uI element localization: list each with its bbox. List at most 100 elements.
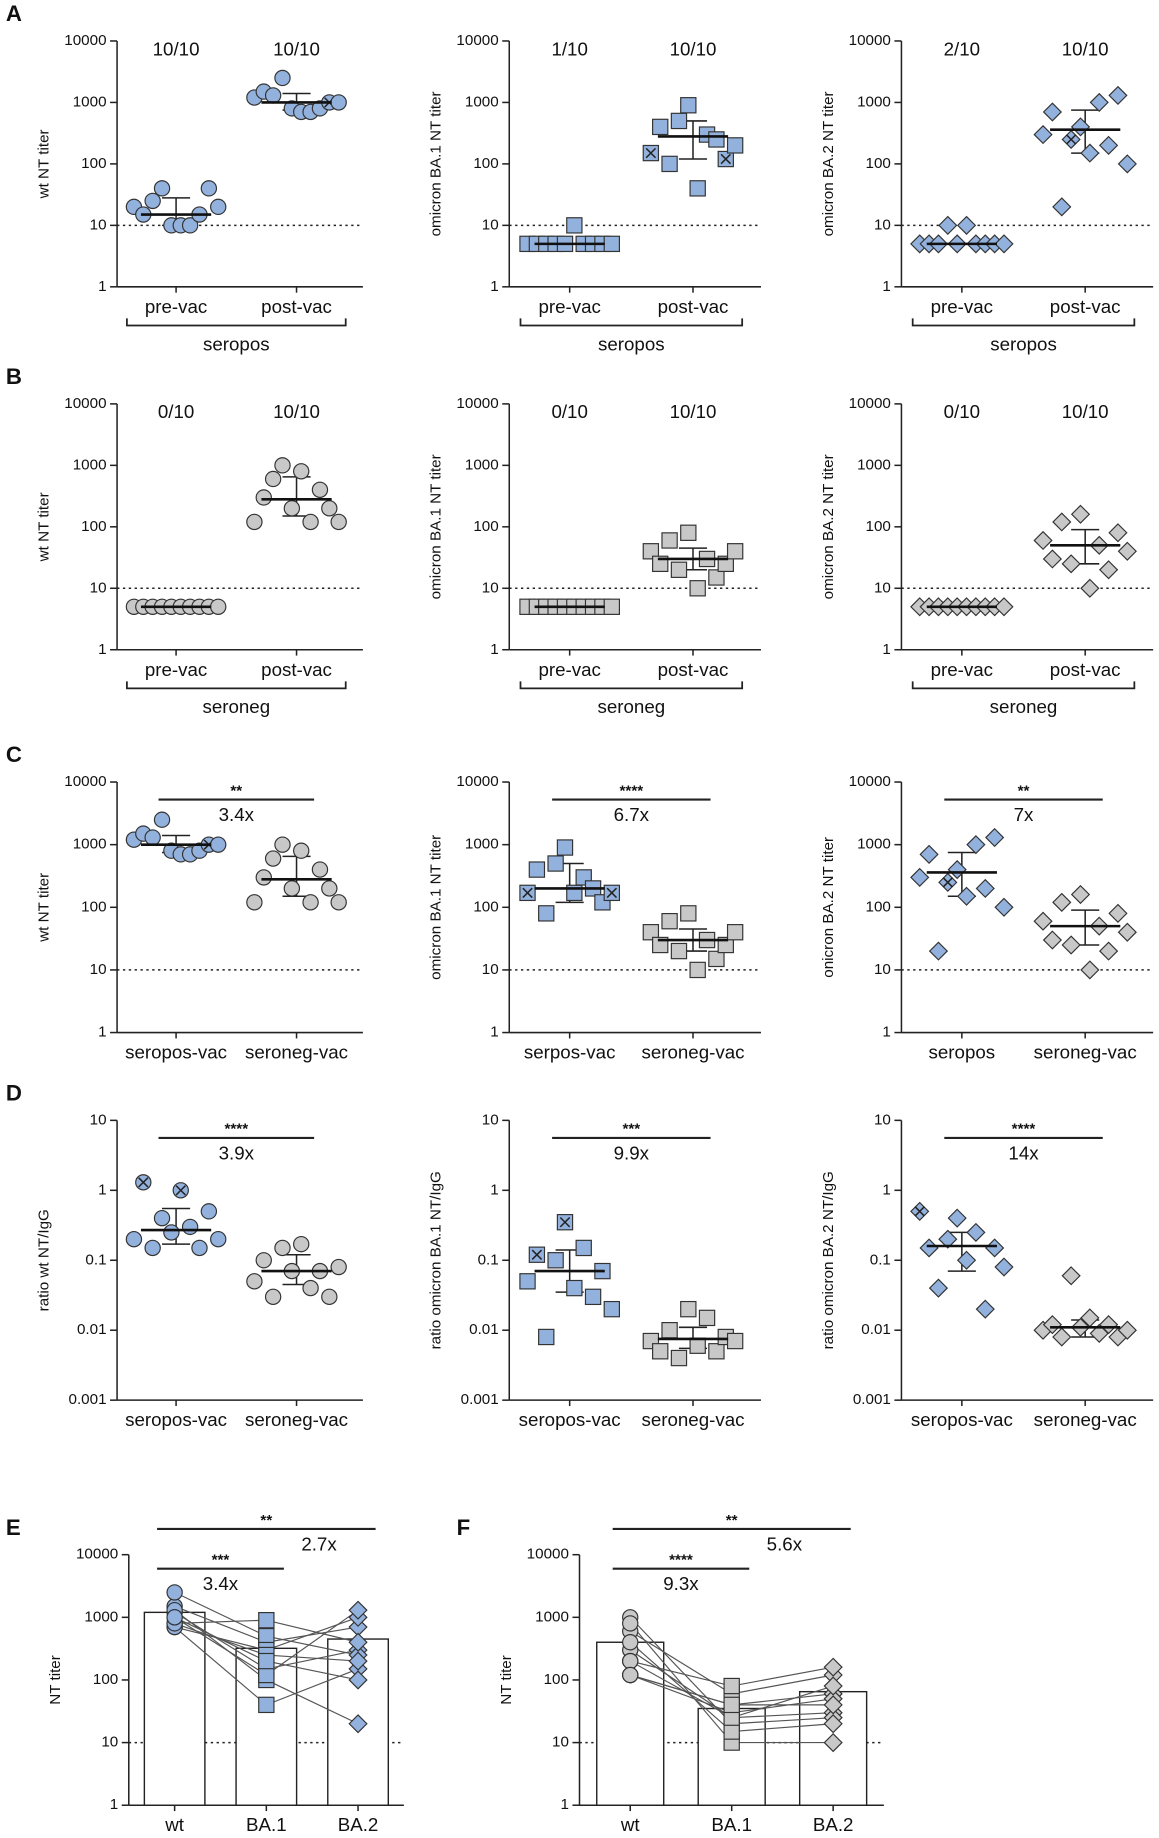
point	[938, 215, 958, 235]
point	[823, 1714, 843, 1734]
significance-stars: ****	[669, 1552, 693, 1569]
point	[994, 234, 1014, 254]
point	[311, 861, 329, 878]
point	[538, 905, 555, 922]
cross	[1065, 134, 1077, 145]
group-bracket	[126, 681, 347, 690]
point	[191, 1239, 208, 1257]
x-tick-label: pre-vac	[931, 659, 993, 680]
group-label: seroneg	[990, 696, 1058, 717]
point	[283, 880, 301, 897]
panel-label: F	[457, 1515, 471, 1540]
point	[726, 924, 744, 941]
point	[928, 1278, 949, 1298]
y-tick-label: 1	[882, 278, 890, 295]
y-tick-label: 10	[90, 579, 107, 596]
y-tick-label: 10	[482, 216, 499, 233]
point	[274, 457, 291, 474]
y-tick-label: 1000	[73, 836, 107, 853]
point	[966, 1222, 986, 1243]
count-label: 10/10	[153, 38, 200, 59]
point	[956, 886, 977, 906]
point	[1098, 941, 1119, 961]
point	[246, 1273, 263, 1290]
point	[947, 1208, 967, 1228]
fold-change: 3.9x	[219, 1142, 255, 1163]
x-tick-label: post-vac	[658, 296, 729, 317]
point	[1117, 1320, 1137, 1340]
count-label: 1/10	[551, 38, 587, 59]
point	[1052, 1327, 1072, 1347]
fold-change: 9.9x	[614, 1142, 650, 1163]
y-tick-label: 10000	[76, 1546, 118, 1563]
group-label: seropos	[598, 333, 665, 354]
point	[144, 192, 161, 210]
y-axis-label: wt NT titer	[36, 129, 53, 199]
y-axis-label: wt NT titer	[36, 873, 53, 943]
point	[680, 524, 697, 541]
point	[910, 867, 930, 888]
point	[293, 1235, 310, 1253]
y-tick-label: 0.1	[85, 1251, 106, 1268]
point	[661, 1322, 678, 1339]
y-tick-label: 1	[98, 278, 106, 295]
x-tick-label: BA.1	[246, 1814, 287, 1835]
count-label: 10/10	[670, 401, 717, 422]
y-tick-label: 1000	[857, 93, 891, 110]
point	[956, 215, 977, 235]
y-axis-label: wt NT titer	[36, 492, 53, 562]
point	[966, 835, 986, 855]
y-axis-label: ratio omicron BA.2 NT/IgG	[820, 1171, 837, 1349]
cross	[175, 1185, 186, 1196]
y-tick-label: 100	[473, 518, 498, 535]
cross	[522, 887, 533, 899]
y-tick-label: 10000	[456, 395, 498, 412]
y-tick-label: 10000	[64, 32, 106, 49]
point	[210, 836, 227, 853]
point	[330, 513, 347, 531]
point	[210, 598, 227, 615]
point	[1098, 135, 1119, 156]
x-tick-label: seropos-vac	[911, 1409, 1013, 1430]
point	[680, 905, 697, 922]
point	[1052, 892, 1072, 912]
group-label: seroneg	[598, 696, 666, 717]
point	[348, 1651, 368, 1671]
point	[274, 1239, 291, 1257]
y-tick-label: 100	[866, 155, 891, 172]
y-tick-label: 1000	[857, 836, 891, 853]
panel-label: A	[6, 1, 22, 26]
point	[293, 463, 310, 480]
x-tick-label: pre-vac	[931, 296, 993, 317]
point	[1052, 197, 1072, 217]
y-tick-label: 0.1	[478, 1251, 499, 1268]
point	[321, 880, 338, 897]
point	[264, 470, 282, 488]
point	[670, 1349, 688, 1367]
point	[584, 1288, 602, 1306]
point	[622, 1652, 639, 1670]
group-label: seroneg	[202, 696, 270, 717]
point	[1117, 154, 1137, 174]
point	[163, 1224, 180, 1241]
y-tick-label: 10000	[64, 395, 106, 412]
point	[823, 1676, 843, 1696]
point	[283, 500, 301, 517]
point	[566, 217, 583, 234]
point	[200, 1203, 218, 1220]
point	[670, 112, 688, 130]
y-tick-label: 10000	[527, 1546, 569, 1563]
point	[938, 1229, 958, 1249]
point	[919, 844, 939, 864]
y-tick-label: 10	[482, 1111, 499, 1128]
y-tick-label: 10	[482, 961, 499, 978]
y-tick-label: 1	[98, 1024, 106, 1041]
point	[1061, 554, 1081, 574]
y-tick-label: 100	[866, 898, 891, 915]
point	[726, 1332, 744, 1350]
x-tick-label: post-vac	[261, 659, 332, 680]
x-tick-label: seroneg-vac	[641, 1409, 744, 1430]
count-label: 10/10	[1062, 38, 1109, 59]
y-tick-label: 1	[490, 1024, 498, 1041]
x-tick-label: seropos-vac	[125, 1042, 227, 1063]
